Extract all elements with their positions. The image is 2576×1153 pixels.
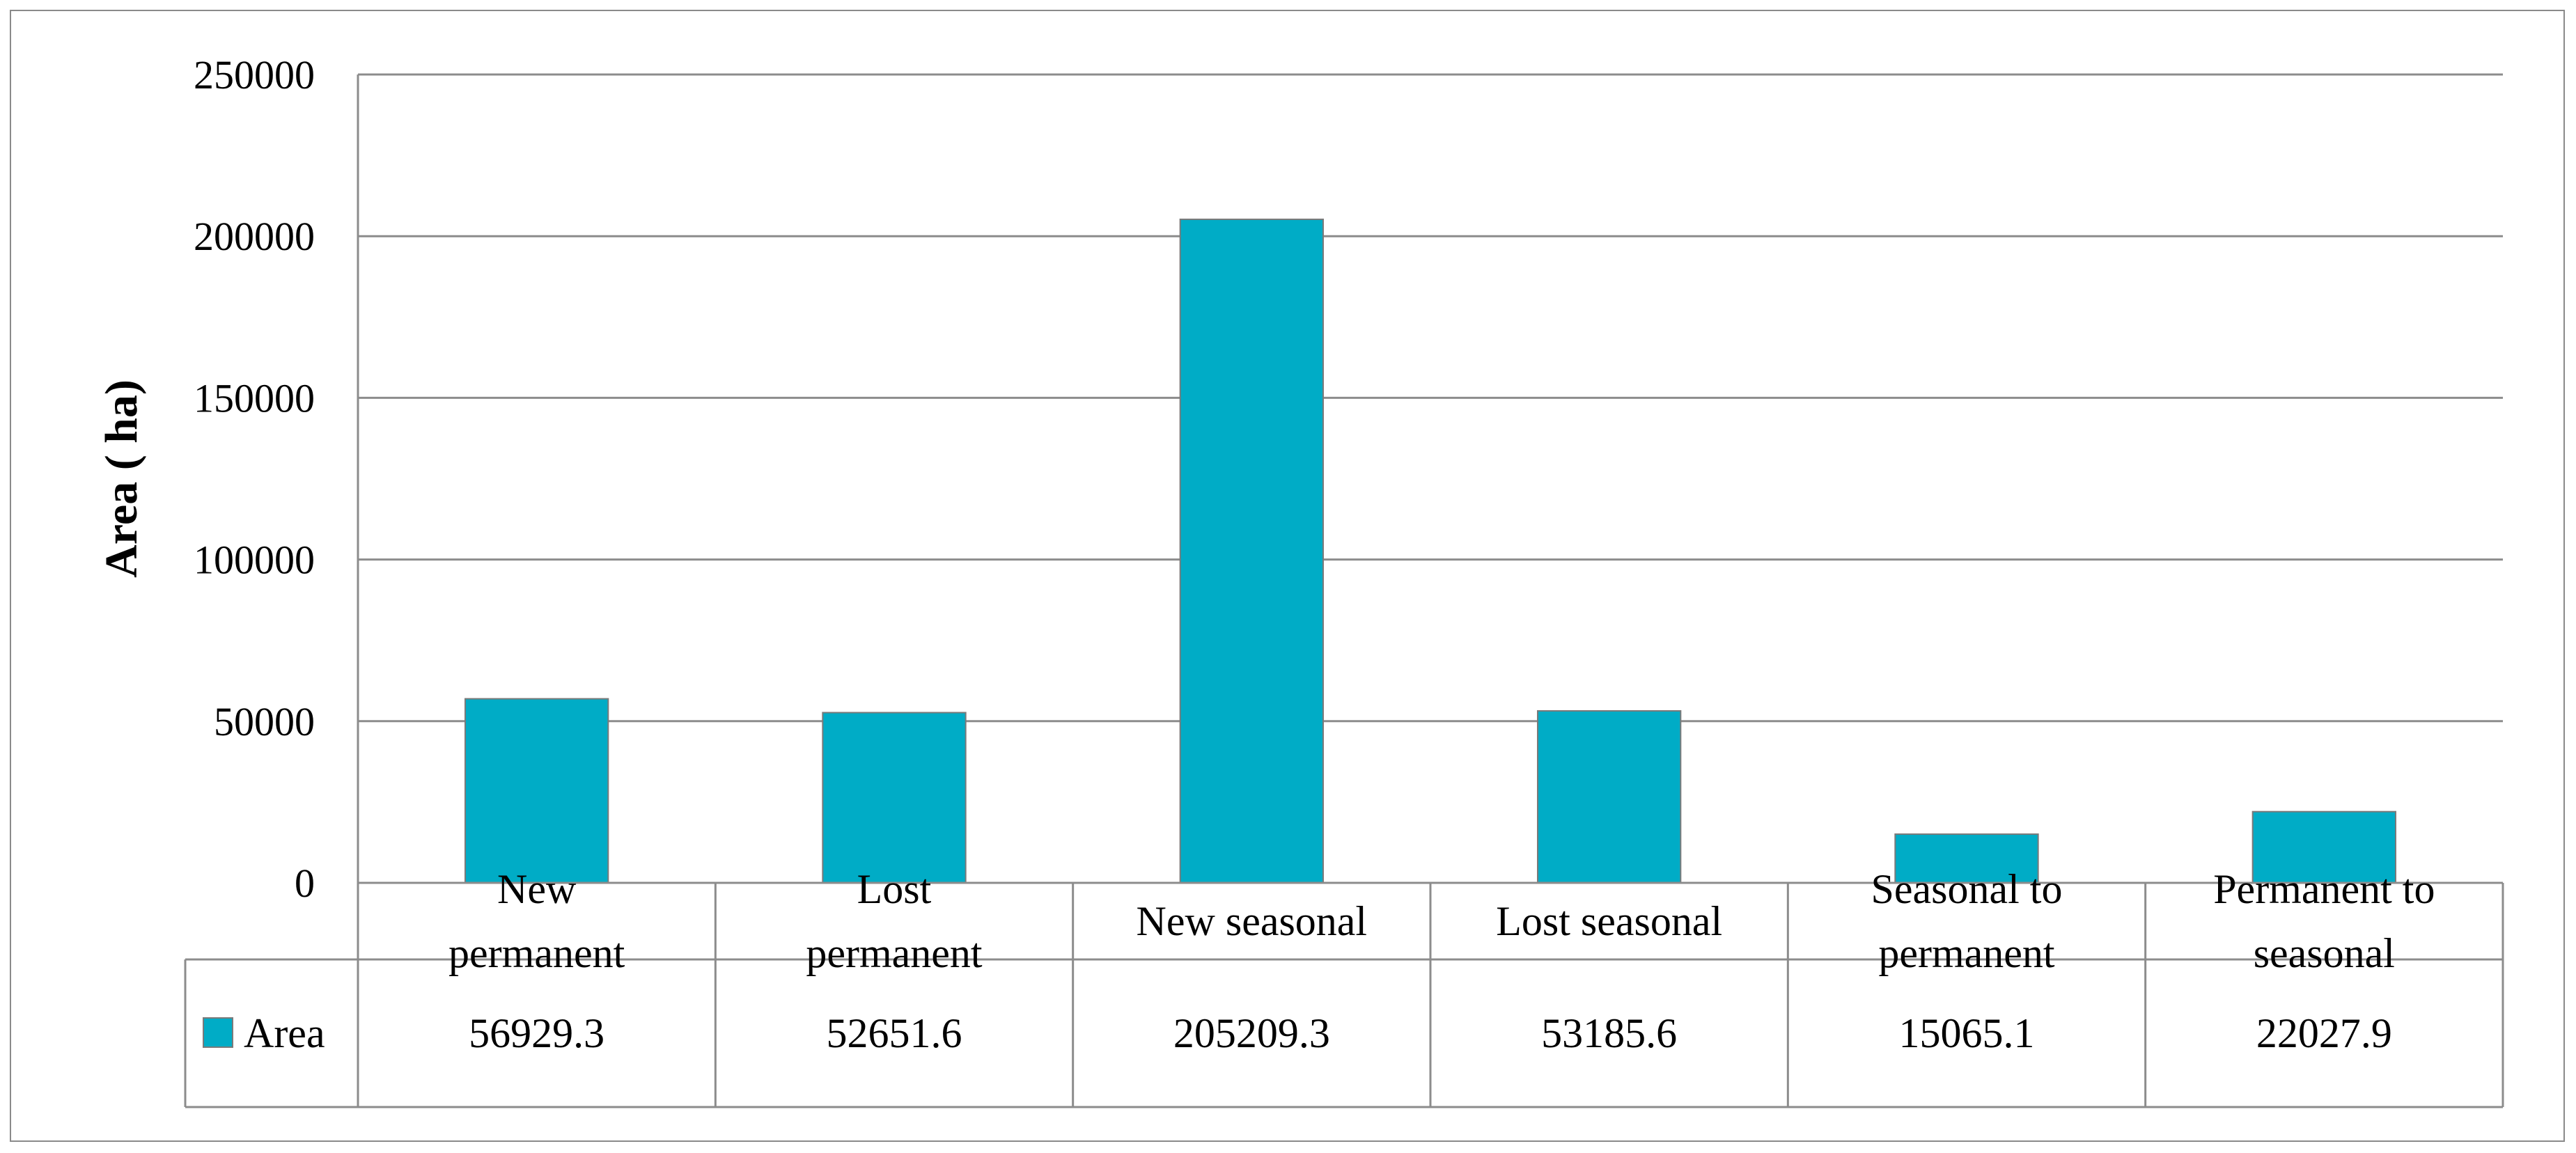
legend-swatch bbox=[203, 1017, 233, 1048]
data-value-label: 56929.3 bbox=[469, 1010, 604, 1056]
x-category-label: permanent bbox=[448, 930, 625, 976]
x-category-label: permanent bbox=[806, 930, 983, 976]
y-tick-label: 250000 bbox=[194, 52, 315, 97]
y-tick-label: 200000 bbox=[194, 214, 315, 259]
y-axis-title: Area ( ha) bbox=[96, 379, 147, 578]
data-value-label: 22027.9 bbox=[2256, 1010, 2392, 1056]
x-category-label: seasonal bbox=[2254, 930, 2395, 976]
bar bbox=[822, 712, 967, 884]
x-category-label: Lost bbox=[857, 866, 932, 912]
x-category-label: New bbox=[497, 866, 577, 912]
bar bbox=[465, 698, 609, 884]
legend-label: Area bbox=[244, 1010, 325, 1056]
chart-frame: 0 50000 100000 150000 200000 250000 New permane… bbox=[10, 10, 2565, 1142]
data-value-label: 205209.3 bbox=[1173, 1010, 1330, 1056]
y-tick-label: 150000 bbox=[194, 375, 315, 421]
y-tick-label: 50000 bbox=[214, 699, 315, 744]
x-category-label: permanent bbox=[1878, 930, 2055, 976]
data-value-label: 52651.6 bbox=[827, 1010, 962, 1056]
y-tick-label: 100000 bbox=[194, 538, 315, 583]
x-category-label: Permanent to bbox=[2213, 866, 2435, 912]
y-tick-label: 0 bbox=[295, 861, 315, 906]
bar bbox=[1179, 219, 1324, 884]
x-category-label: New seasonal bbox=[1137, 898, 1368, 944]
bar bbox=[2251, 810, 2397, 884]
data-value-label: 53185.6 bbox=[1541, 1010, 1677, 1056]
bar bbox=[1537, 710, 1682, 884]
data-value-label: 15065.1 bbox=[1899, 1010, 2035, 1056]
x-category-label: Seasonal to bbox=[1871, 866, 2063, 912]
x-category-label: Lost seasonal bbox=[1496, 898, 1722, 944]
